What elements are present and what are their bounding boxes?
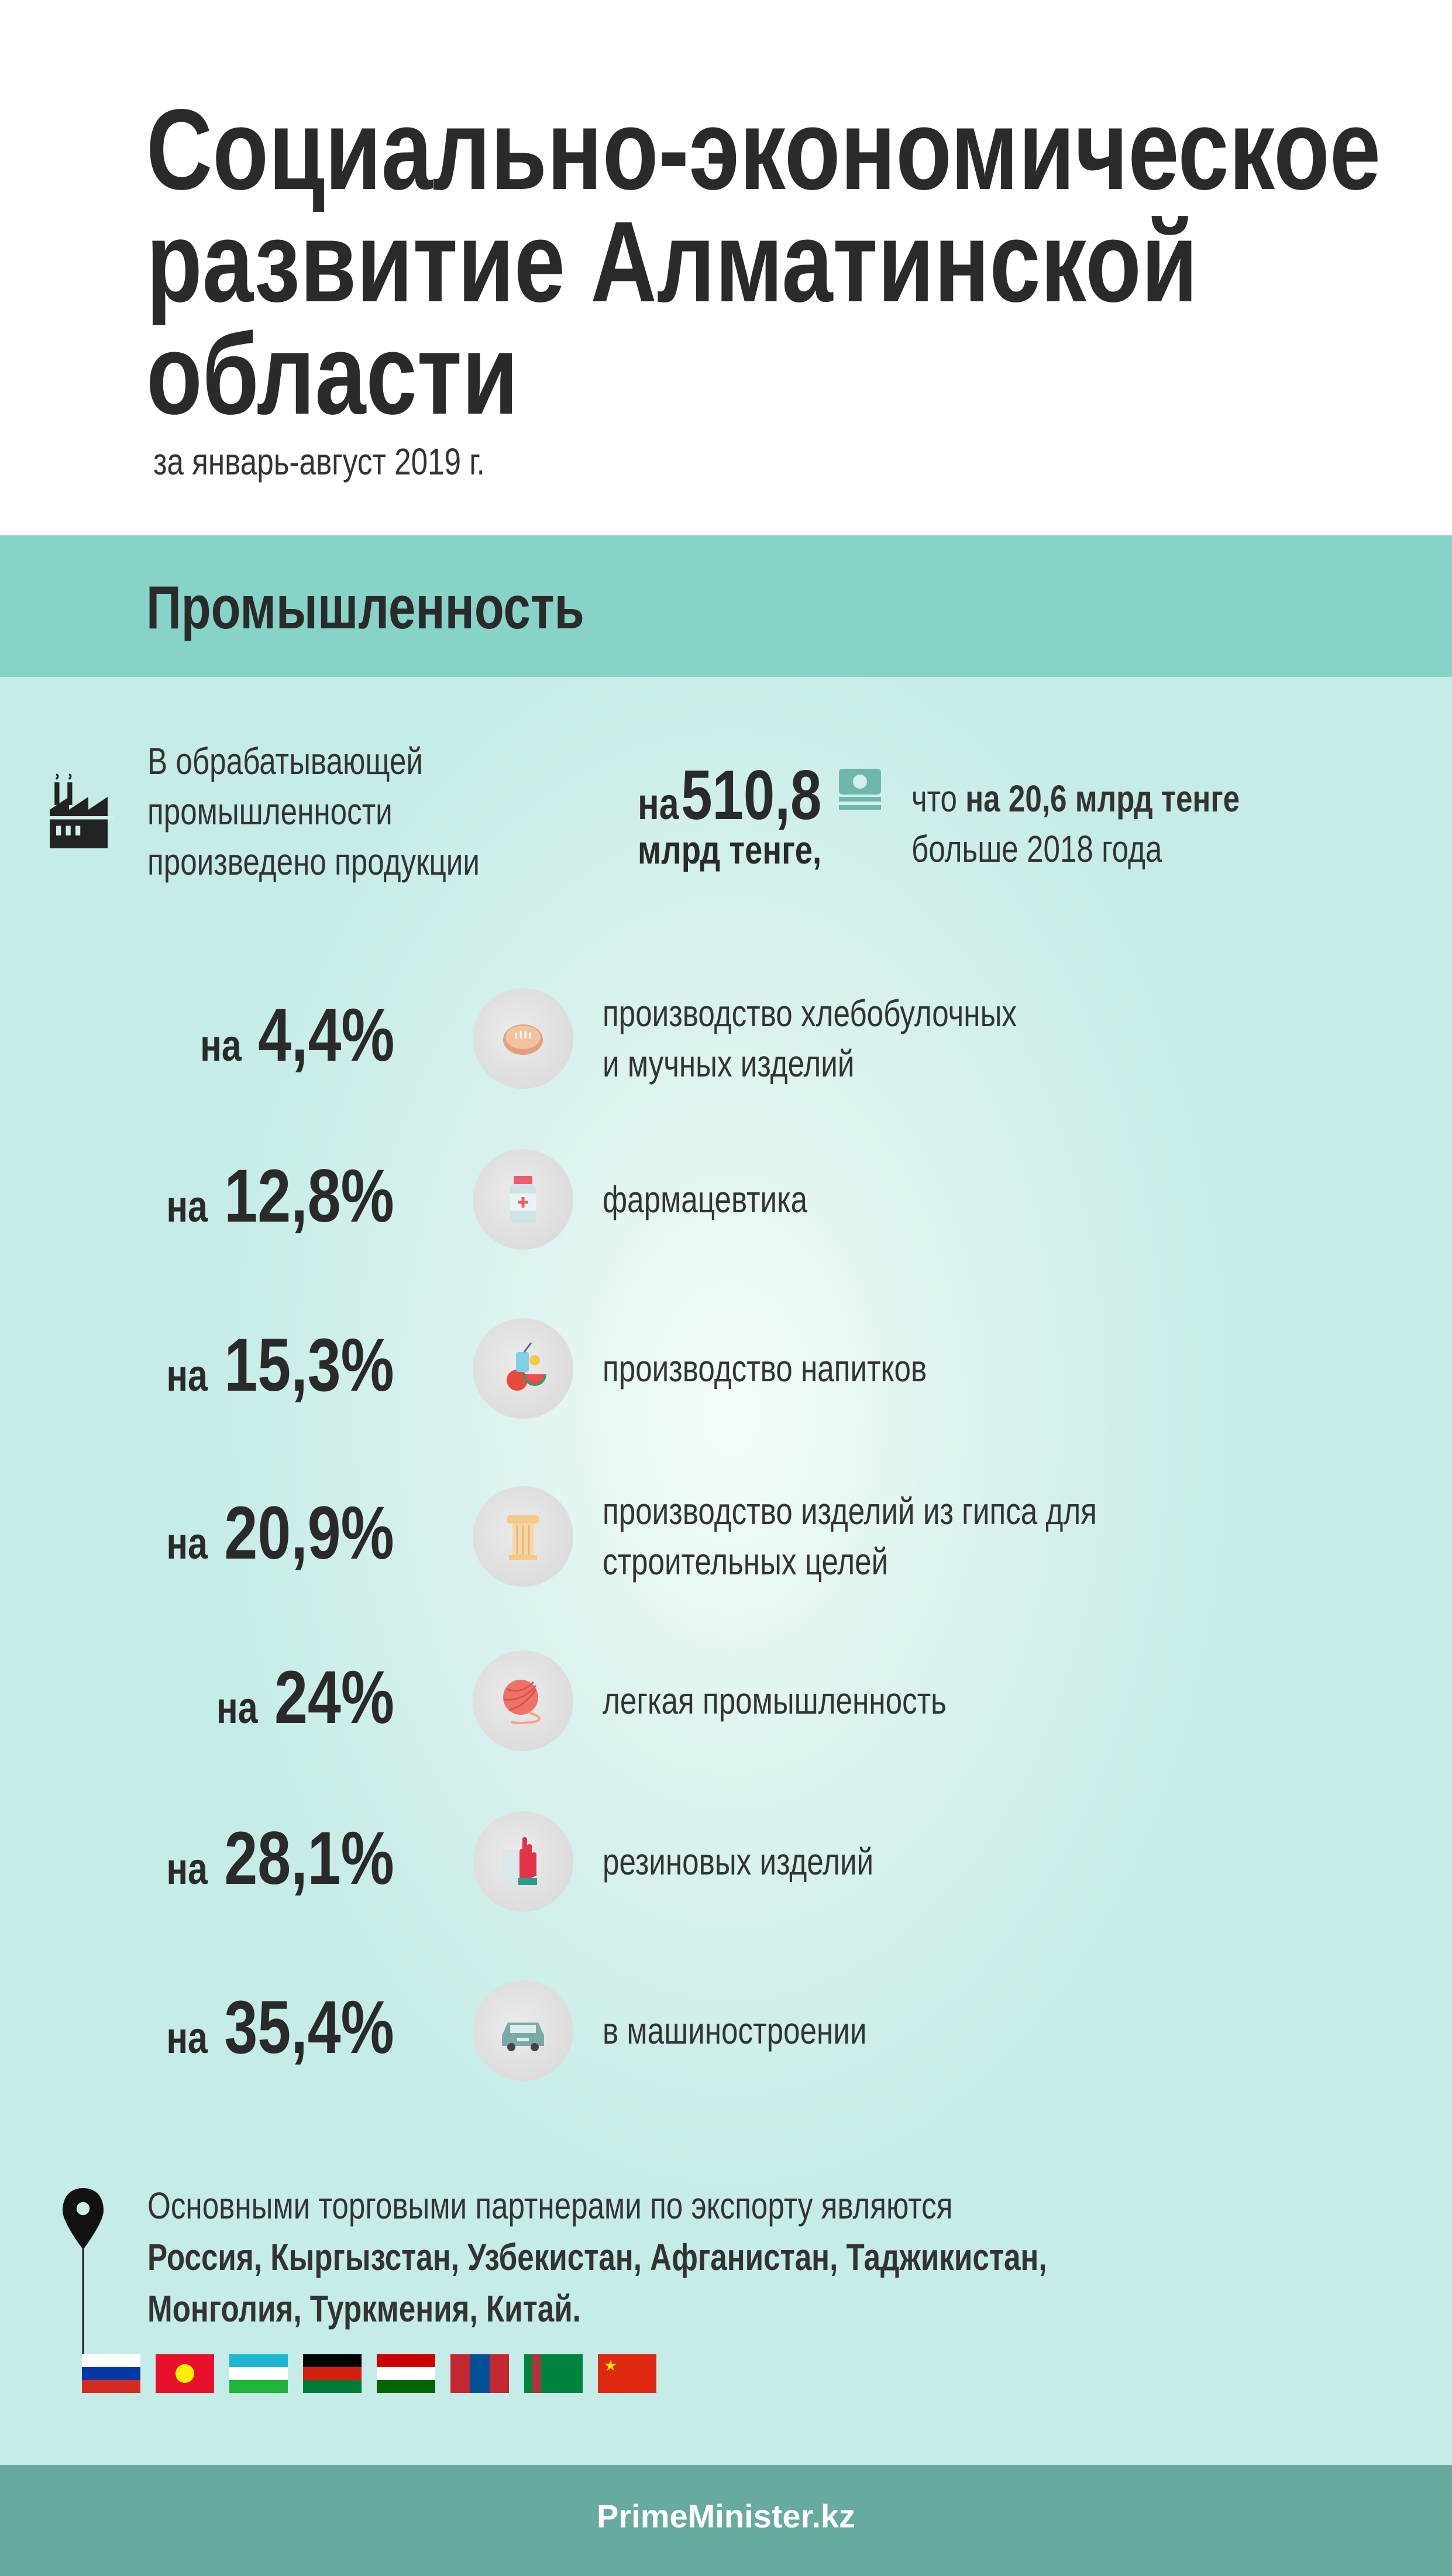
summary-value: на 510,8 млрд тенге, — [638, 755, 821, 871]
content-background — [0, 535, 1452, 2465]
industry-label: производство напитков — [603, 1343, 927, 1394]
percent-value: 20,9% — [224, 1491, 394, 1575]
percent-prefix: на — [166, 2013, 208, 2063]
percent-prefix: на — [166, 1182, 208, 1232]
label-line: производство хлебобулочных — [603, 992, 1017, 1034]
footer — [0, 2465, 1452, 2576]
label-line: производство напитков — [603, 1347, 927, 1390]
title-line: развитие Алматинской — [146, 198, 1198, 326]
value-prefix: на — [638, 779, 679, 829]
partners-intro: Основными торговыми партнерами по экспор… — [147, 2185, 953, 2227]
percent-value: 35,4% — [224, 1986, 394, 2069]
percent-value: 4,4% — [257, 993, 394, 1077]
value-unit: млрд тенге, — [638, 828, 822, 872]
flag-afghanistan-icon — [303, 2354, 362, 2393]
label-line: строительных целей — [603, 1540, 889, 1583]
growth-percent: на 12,8% — [167, 1158, 394, 1245]
partners-list: Россия, Кыргызстан, Узбекистан, Афганист… — [147, 2236, 1047, 2278]
label-line: производство изделий из гипса для — [603, 1490, 1097, 1532]
label-line: и мучных изделий — [603, 1043, 855, 1085]
industry-label: фармацевтика — [603, 1174, 807, 1225]
percent-prefix: на — [166, 1844, 208, 1894]
money-stack-icon — [839, 769, 881, 810]
page-title: Социально-экономическое развитие Алматин… — [146, 85, 1381, 438]
section-title: Промышленность — [146, 574, 584, 642]
flag-kyrgyzstan-icon — [156, 2354, 214, 2393]
medicine-bottle-icon — [473, 1149, 573, 1250]
partners-list: Монголия, Туркмения, Китай. — [147, 2288, 581, 2330]
flag-tajikistan-icon — [377, 2354, 435, 2393]
growth-text: что на 20,6 млрд тенге больше 2018 года — [911, 773, 1240, 874]
title-line: Социально-экономическое — [146, 85, 1381, 214]
summary-text: В обрабатывающей промышленности произвед… — [147, 736, 480, 887]
percent-prefix: на — [199, 1021, 242, 1071]
growth-percent: на 28,1% — [167, 1821, 394, 1907]
label-line: легкая промышленность — [603, 1680, 947, 1722]
map-pin-icon — [63, 2188, 104, 2393]
percent-value: 28,1% — [224, 1817, 394, 1900]
label-line: резиновых изделий — [603, 1841, 874, 1883]
label-line: в машиностроении — [603, 2010, 867, 2052]
flag-mongolia-icon — [450, 2354, 509, 2393]
flag-china-icon: ★ — [598, 2354, 656, 2393]
industry-label: производство хлебобулочных и мучных издел… — [603, 988, 1017, 1089]
percent-value: 12,8% — [224, 1154, 394, 1238]
factory-icon — [50, 773, 114, 848]
section-header-band — [0, 535, 1452, 677]
summary-line: промышленности — [147, 790, 393, 833]
growth-percent: на 15,3% — [167, 1327, 394, 1414]
industry-label: в машиностроении — [603, 2006, 866, 2056]
yarn-icon — [473, 1650, 573, 1751]
page-subtitle: за январь-август 2019 г. — [153, 441, 485, 483]
growth-prefix: что — [911, 778, 958, 820]
industry-label: производство изделий из гипса для строите… — [603, 1486, 1097, 1587]
percent-prefix: на — [166, 1519, 208, 1569]
flag-russia-icon — [82, 2354, 140, 2393]
drink-fruit-icon — [473, 1318, 573, 1419]
footer-site-link[interactable]: PrimeMinister.kz — [597, 2498, 855, 2534]
growth-percent: на 35,4% — [167, 1990, 394, 2076]
rubber-glove-icon — [473, 1811, 573, 1912]
column-icon — [473, 1486, 573, 1587]
car-icon — [473, 1980, 573, 2081]
growth-suffix: больше 2018 года — [911, 828, 1162, 870]
percent-value: 15,3% — [224, 1323, 394, 1407]
percent-prefix: на — [216, 1683, 258, 1733]
growth-percent: на 20,9% — [167, 1495, 394, 1582]
growth-percent: на 24% — [216, 1660, 394, 1746]
bread-icon — [473, 988, 573, 1089]
partners-text: Основными торговыми партнерами по экспор… — [147, 2180, 1047, 2334]
industry-label: резиновых изделий — [603, 1836, 873, 1887]
summary-line: произведено продукции — [147, 841, 480, 883]
growth-value: на 20,6 млрд тенге — [965, 778, 1240, 820]
percent-prefix: на — [166, 1351, 208, 1401]
percent-value: 24% — [274, 1656, 394, 1739]
growth-percent: на 4,4% — [200, 998, 394, 1084]
title-line: области — [146, 310, 518, 438]
flag-uzbekistan-icon — [229, 2354, 288, 2393]
summary-line: В обрабатывающей — [147, 740, 423, 782]
industry-label: легкая промышленность — [603, 1676, 947, 1726]
flag-turkmenistan-icon — [524, 2354, 583, 2393]
value-number: 510,8 — [681, 756, 822, 834]
label-line: фармацевтика — [603, 1178, 808, 1220]
